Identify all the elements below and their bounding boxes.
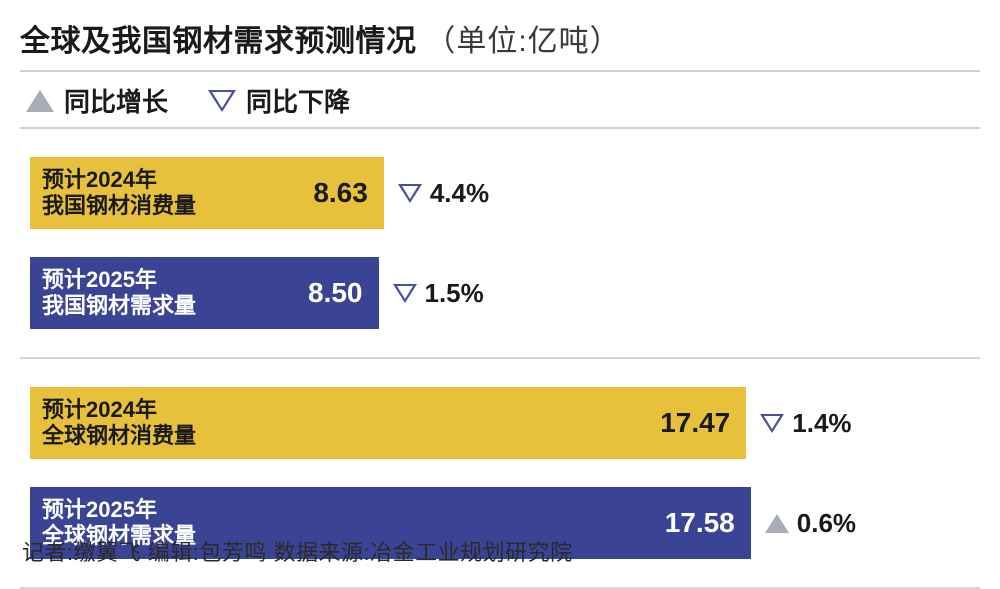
change-indicator: 1.5% [393, 278, 484, 309]
change-indicator: 0.6% [765, 508, 856, 539]
bar: 预计2024年我国钢材消费量 8.63 [30, 157, 384, 229]
chart-title: 全球及我国钢材需求预测情况 （单位:亿吨） [20, 16, 980, 70]
change-value: 4.4% [430, 178, 489, 209]
bar-row: 预计2024年我国钢材消费量 8.63 4.4% [20, 157, 980, 229]
change-indicator: 4.4% [398, 178, 489, 209]
bar-label-line2: 我国钢材消费量 [42, 193, 196, 219]
chart-title-main: 全球及我国钢材需求预测情况 [20, 25, 417, 58]
bar-label: 预计2025年我国钢材需求量 [42, 267, 196, 320]
triangle-down-icon [208, 90, 236, 112]
change-indicator: 1.4% [760, 408, 851, 439]
bar-value: 17.47 [660, 407, 730, 439]
bar: 预计2025年我国钢材需求量 8.50 [30, 257, 379, 329]
triangle-up-icon [26, 90, 54, 112]
bar-label-line2: 全球钢材消费量 [42, 423, 196, 449]
bar-label-line1: 预计2025年 [42, 497, 196, 523]
bar: 预计2024年全球钢材消费量 17.47 [30, 387, 746, 459]
bar-label-line2: 我国钢材需求量 [42, 293, 196, 319]
bar-label-line1: 预计2025年 [42, 267, 196, 293]
chart-title-unit: （单位:亿吨） [425, 25, 620, 58]
legend: 同比增长 同比下降 [20, 72, 980, 127]
change-value: 1.4% [792, 408, 851, 439]
bar-label-line1: 预计2024年 [42, 397, 196, 423]
legend-down: 同比下降 [208, 82, 350, 119]
legend-up: 同比增长 [26, 82, 168, 119]
triangle-up-icon [765, 514, 789, 533]
chart-area: 全球及我国钢材需求预测情况 （单位:亿吨） 同比增长 同比下降 预计2024年我… [0, 0, 1000, 581]
legend-down-label: 同比下降 [246, 82, 350, 119]
triangle-down-icon [760, 414, 784, 433]
bar-value: 8.63 [313, 177, 368, 209]
bar-row: 预计2024年全球钢材消费量 17.47 1.4% [20, 387, 980, 459]
bar-row: 预计2025年我国钢材需求量 8.50 1.5% [20, 257, 980, 329]
legend-up-label: 同比增长 [64, 82, 168, 119]
triangle-down-icon [398, 184, 422, 203]
bar-value: 8.50 [308, 277, 363, 309]
bar-label: 预计2024年我国钢材消费量 [42, 167, 196, 220]
triangle-down-icon [393, 284, 417, 303]
bar-value: 17.58 [665, 507, 735, 539]
bar-label: 预计2024年全球钢材消费量 [42, 397, 196, 450]
bars-section-1: 预计2024年我国钢材消费量 8.63 4.4% 预计2025年我国钢材需求量 8.5… [20, 129, 980, 357]
bar-label-line1: 预计2024年 [42, 167, 196, 193]
change-value: 1.5% [425, 278, 484, 309]
change-value: 0.6% [797, 508, 856, 539]
footer-credits: 记者:缴翼飞 编辑:包芳鸣 数据来源:冶金工业规划研究院 [22, 535, 573, 567]
